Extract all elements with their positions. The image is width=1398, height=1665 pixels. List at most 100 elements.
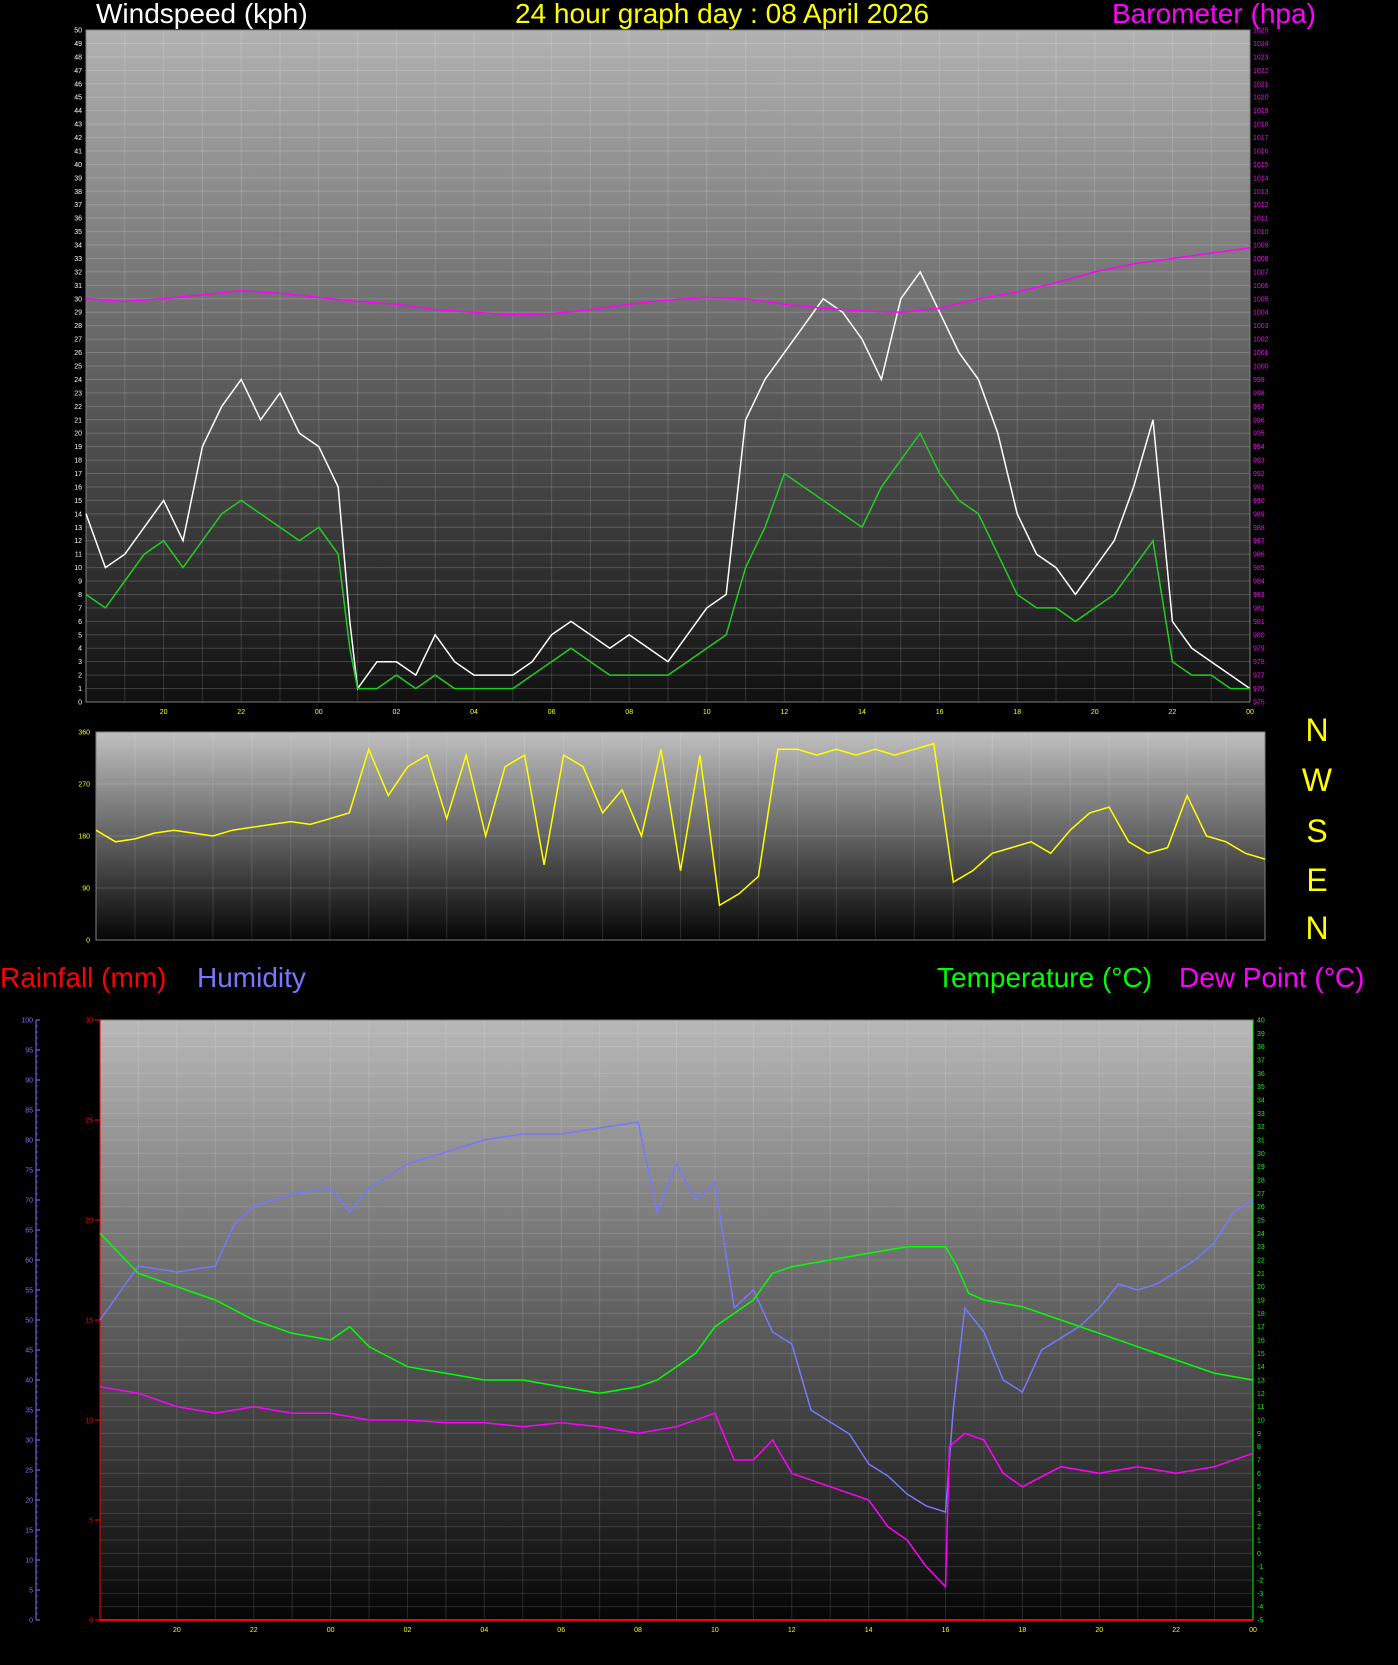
- y-tick-label-left: 36: [74, 216, 82, 223]
- x-tick-label: 16: [936, 709, 944, 716]
- y-tick-label-left: 12: [74, 538, 82, 545]
- y-tick-label-temperature: 16: [1257, 1338, 1265, 1345]
- humidity-temperature-plot: -5-4-3-2-1012345678910111213141516171819…: [21, 1018, 1265, 1635]
- y-tick-label-right: 978: [1253, 659, 1265, 666]
- y-tick-label-temperature: 27: [1257, 1191, 1265, 1198]
- x-tick-label: 22: [1169, 709, 1177, 716]
- x-tick-label: 10: [703, 709, 711, 716]
- y-tick-label-left: 0: [78, 700, 82, 707]
- y-tick-label-left: 39: [74, 175, 82, 182]
- y-tick-label: 360: [78, 730, 90, 737]
- y-tick-label: 180: [78, 834, 90, 841]
- y-tick-label-right: 1013: [1253, 189, 1269, 196]
- y-tick-label-temperature: 21: [1257, 1271, 1265, 1278]
- y-tick-label-left: 50: [74, 28, 82, 35]
- y-tick-label-temperature: 22: [1257, 1258, 1265, 1265]
- y-tick-label-left: 11: [75, 552, 82, 559]
- y-tick-label-temperature: 32: [1257, 1124, 1265, 1131]
- x-tick-label: 20: [1091, 709, 1099, 716]
- y-tick-label-left: 44: [74, 108, 82, 115]
- y-tick-label-humidity: 40: [25, 1378, 33, 1385]
- y-tick-label-left: 3: [78, 659, 82, 666]
- y-tick-label-left: 27: [74, 337, 82, 344]
- y-tick-label-temperature: 24: [1257, 1231, 1265, 1238]
- y-tick-label-right: 987: [1253, 538, 1265, 545]
- y-tick-label-right: 1018: [1253, 122, 1269, 129]
- y-tick-label-temperature: 36: [1257, 1071, 1265, 1078]
- windspeed-title: Windspeed (kph): [96, 0, 308, 29]
- y-tick-label-temperature: -2: [1257, 1578, 1263, 1585]
- y-tick-label-right: 1021: [1253, 81, 1269, 88]
- series-line: [85, 431, 1250, 690]
- y-tick-label-humidity: 95: [25, 1048, 33, 1055]
- y-tick-label-rain: 20: [85, 1218, 93, 1225]
- y-tick-label-left: 29: [74, 310, 82, 317]
- y-tick-label-right: 1007: [1253, 269, 1269, 276]
- y-tick-label-right: 1001: [1253, 350, 1269, 357]
- y-tick-label-temperature: 39: [1257, 1031, 1265, 1038]
- y-tick-label-right: 975: [1253, 700, 1265, 707]
- y-tick-label-right: 985: [1253, 565, 1265, 572]
- barometer-title: Barometer (hpa): [1112, 0, 1316, 29]
- y-tick-label-right: 998: [1253, 390, 1265, 397]
- x-tick-label: 20: [173, 1627, 181, 1634]
- x-tick-label: 12: [788, 1627, 796, 1634]
- y-tick-label-right: 1006: [1253, 283, 1269, 290]
- y-tick-label-left: 43: [74, 122, 82, 129]
- y-tick-label-temperature: 28: [1257, 1178, 1265, 1185]
- y-tick-label-left: 2: [78, 673, 82, 680]
- y-tick-label-left: 37: [74, 202, 82, 209]
- y-tick-label-temperature: 1: [1257, 1538, 1261, 1545]
- x-tick-label: 22: [250, 1627, 258, 1634]
- y-tick-label-temperature: 6: [1257, 1471, 1261, 1478]
- y-tick-label-temperature: -1: [1257, 1564, 1263, 1571]
- y-tick-label-humidity: 10: [25, 1558, 33, 1565]
- y-tick-label-left: 16: [74, 484, 82, 491]
- y-tick-label-left: 17: [74, 471, 82, 478]
- y-tick-label-right: 979: [1253, 646, 1265, 653]
- x-tick-label: 20: [1095, 1627, 1103, 1634]
- plot-border: [85, 29, 1251, 703]
- y-tick-label-temperature: 40: [1257, 1018, 1265, 1025]
- y-tick-label-left: 42: [74, 135, 82, 142]
- y-tick-label-humidity: 45: [25, 1348, 33, 1355]
- y-tick-label-right: 989: [1253, 511, 1265, 518]
- y-tick-label-left: 21: [74, 417, 82, 424]
- y-tick-label-temperature: 12: [1257, 1391, 1265, 1398]
- y-tick-label-humidity: 60: [25, 1258, 33, 1265]
- y-tick-label-temperature: 20: [1257, 1284, 1265, 1291]
- x-tick-label: 16: [942, 1627, 950, 1634]
- y-tick-label-left: 28: [74, 323, 82, 330]
- y-tick-label-right: 1008: [1253, 256, 1269, 263]
- y-tick-label-right: 981: [1253, 619, 1265, 626]
- y-tick-label-temperature: 9: [1257, 1431, 1261, 1438]
- y-tick-label-right: 1000: [1253, 364, 1269, 371]
- y-tick-label-temperature: 14: [1257, 1364, 1265, 1371]
- y-tick-label-left: 35: [74, 229, 82, 236]
- y-tick-label-right: 994: [1253, 444, 1265, 451]
- y-tick-label-right: 976: [1253, 686, 1265, 693]
- y-tick-label-rain: 5: [89, 1518, 93, 1525]
- rainfall-title: Rainfall (mm): [0, 962, 167, 993]
- y-tick-label-temperature: 34: [1257, 1098, 1265, 1105]
- y-tick-label-left: 6: [78, 619, 82, 626]
- x-tick-label: 12: [781, 709, 789, 716]
- y-tick-label-left: 34: [74, 243, 82, 250]
- y-tick-label-humidity: 50: [25, 1318, 33, 1325]
- y-tick-label-left: 18: [74, 458, 82, 465]
- y-tick-label-right: 999: [1253, 377, 1265, 384]
- y-tick-label-rain: 25: [85, 1118, 93, 1125]
- y-tick-label-humidity: 65: [25, 1228, 33, 1235]
- series-line: [99, 1121, 1254, 1513]
- y-tick-label-rain: 10: [85, 1418, 93, 1425]
- direction-label-e: E: [1306, 862, 1328, 898]
- x-tick-label: 08: [625, 709, 633, 716]
- y-tick-label-left: 5: [78, 632, 82, 639]
- x-tick-label: 04: [480, 1627, 488, 1634]
- y-tick-label-temperature: 26: [1257, 1204, 1265, 1211]
- series-line: [99, 1385, 1254, 1589]
- y-tick-label-right: 1003: [1253, 323, 1269, 330]
- y-tick-label-left: 26: [74, 350, 82, 357]
- y-tick-label-right: 986: [1253, 552, 1265, 559]
- x-tick-label: 00: [1246, 709, 1254, 716]
